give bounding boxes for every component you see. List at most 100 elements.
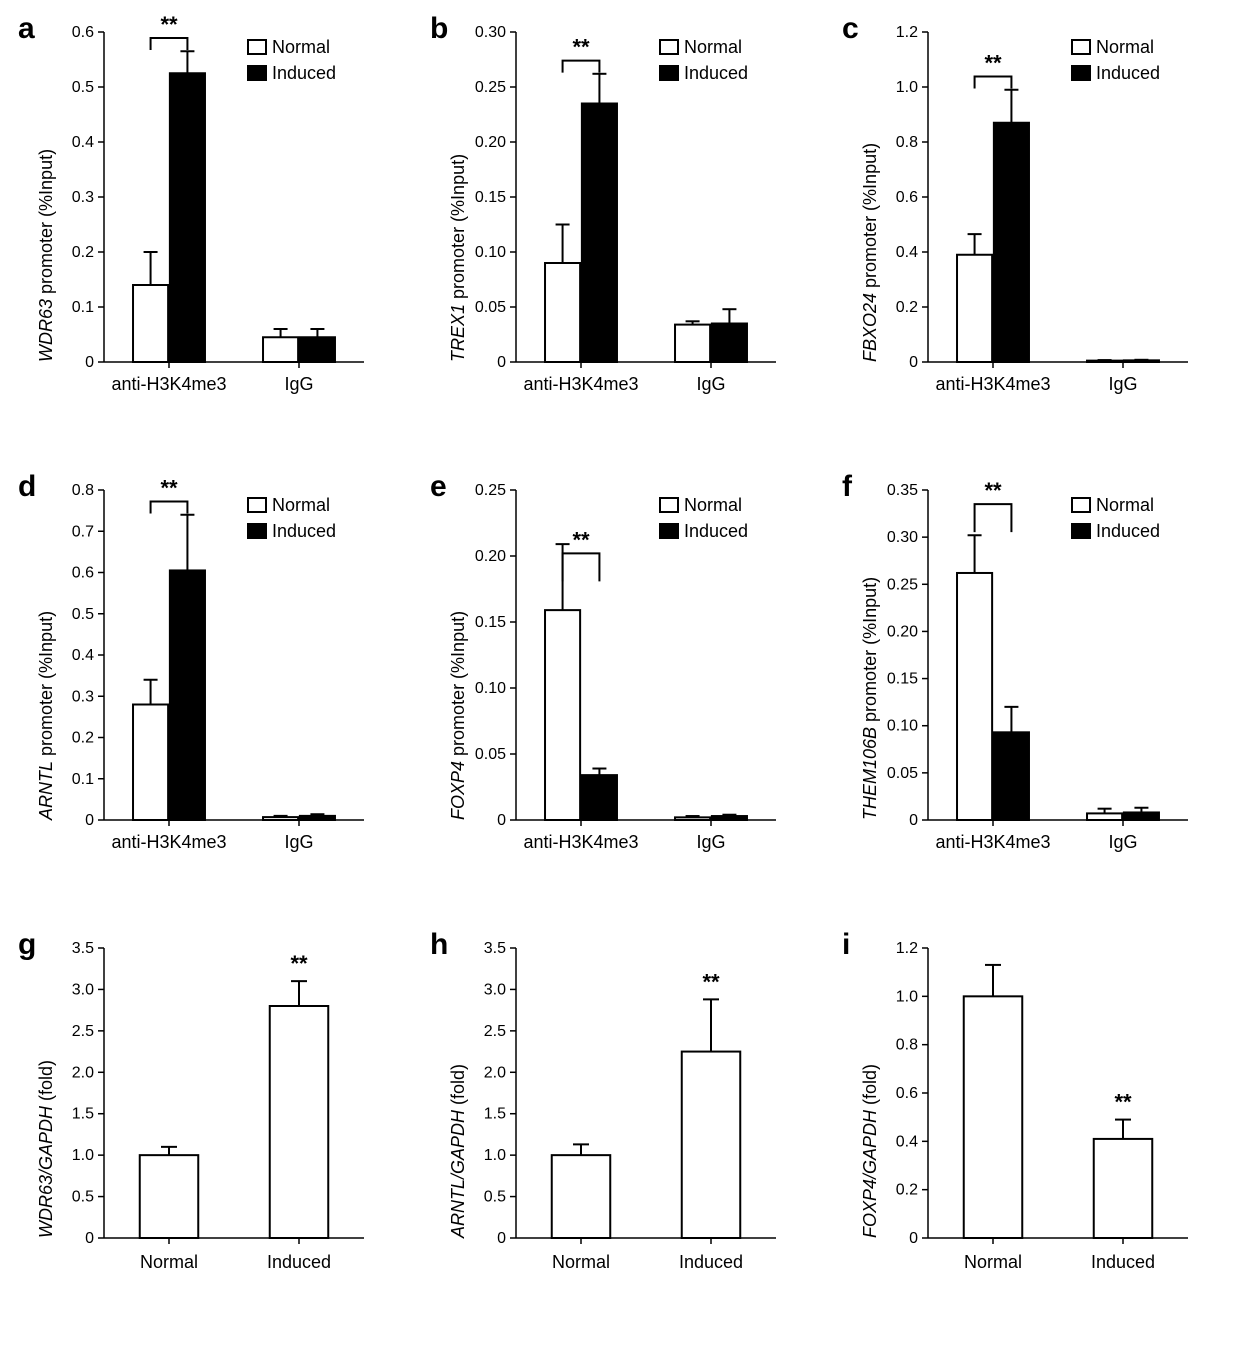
significance-stars: **	[702, 969, 720, 994]
y-tick-label: 1.2	[896, 24, 918, 41]
bar	[957, 255, 992, 362]
significance-stars: **	[572, 35, 590, 60]
chart-svg: 00.51.01.52.02.53.03.5NormalInduced**	[466, 948, 846, 1318]
figure-root: aWDR63 promoter (%Input)00.10.20.30.40.5…	[0, 0, 1240, 1349]
x-category-label: anti-H3K4me3	[935, 374, 1050, 394]
panel-letter: e	[430, 470, 447, 504]
legend-label: Normal	[1096, 495, 1154, 515]
legend-label: Induced	[684, 521, 748, 541]
y-tick-label: 0.05	[475, 299, 506, 316]
y-tick-label: 0.30	[887, 529, 918, 546]
panel-letter: b	[430, 12, 448, 46]
bar	[994, 732, 1029, 820]
chart-svg: 00.050.100.150.200.25anti-H3K4me3IgG**No…	[466, 490, 866, 890]
legend-label: Induced	[684, 63, 748, 83]
y-tick-label: 0	[85, 812, 94, 829]
x-category-label: anti-H3K4me3	[111, 374, 226, 394]
x-category-label: IgG	[1108, 374, 1137, 394]
x-category-label: IgG	[1108, 832, 1137, 852]
x-category-label: Normal	[552, 1252, 610, 1272]
y-tick-label: 0	[497, 1230, 506, 1247]
y-tick-label: 0.20	[475, 134, 506, 151]
y-tick-label: 0.6	[72, 24, 94, 41]
y-tick-label: 0.30	[475, 24, 506, 41]
y-tick-label: 0.4	[72, 647, 94, 664]
y-tick-label: 0.3	[72, 688, 94, 705]
y-tick-label: 0.8	[72, 482, 94, 499]
legend-swatch	[1072, 524, 1090, 538]
y-tick-label: 0.8	[896, 134, 918, 151]
y-tick-label: 3.0	[72, 981, 94, 998]
legend-swatch	[660, 40, 678, 54]
bar	[582, 775, 617, 820]
y-tick-label: 0.5	[72, 606, 94, 623]
legend-swatch	[1072, 66, 1090, 80]
legend-swatch	[660, 66, 678, 80]
legend-swatch	[248, 40, 266, 54]
bar	[545, 610, 580, 820]
y-tick-label: 0.10	[475, 244, 506, 261]
legend-label: Normal	[684, 37, 742, 57]
significance-stars: **	[572, 527, 590, 552]
bar	[675, 817, 710, 820]
y-tick-label: 0.1	[72, 771, 94, 788]
x-category-label: Induced	[679, 1252, 743, 1272]
bar	[263, 337, 298, 362]
y-tick-label: 2.0	[484, 1064, 506, 1081]
y-tick-label: 0.15	[475, 614, 506, 631]
panel-a: aWDR63 promoter (%Input)00.10.20.30.40.5…	[18, 12, 414, 432]
x-category-label: IgG	[696, 832, 725, 852]
y-tick-label: 0.6	[896, 1085, 918, 1102]
bar	[675, 325, 710, 362]
y-tick-label: 0.2	[896, 299, 918, 316]
y-tick-label: 2.0	[72, 1064, 94, 1081]
y-tick-label: 1.2	[896, 940, 918, 957]
bar	[545, 263, 580, 362]
bar	[712, 324, 747, 363]
legend-label: Induced	[272, 521, 336, 541]
y-tick-label: 1.0	[72, 1147, 94, 1164]
y-tick-label: 2.5	[72, 1023, 94, 1040]
y-tick-label: 0.8	[896, 1037, 918, 1054]
y-tick-label: 0	[497, 812, 506, 829]
legend-label: Normal	[1096, 37, 1154, 57]
x-category-label: IgG	[284, 832, 313, 852]
y-tick-label: 3.5	[484, 940, 506, 957]
y-tick-label: 0.5	[484, 1189, 506, 1206]
bar	[170, 570, 205, 820]
legend-label: Induced	[272, 63, 336, 83]
x-category-label: Induced	[267, 1252, 331, 1272]
panel-letter: a	[18, 12, 35, 46]
bar	[270, 1006, 329, 1238]
y-tick-label: 0.15	[887, 671, 918, 688]
bar	[1124, 812, 1159, 820]
y-tick-label: 1.0	[896, 988, 918, 1005]
panel-b: bTREX1 promoter (%Input)00.050.100.150.2…	[430, 12, 826, 432]
panel-c: cFBXO24 promoter (%Input)00.20.40.60.81.…	[842, 12, 1238, 432]
legend-swatch	[660, 498, 678, 512]
y-tick-label: 0	[497, 354, 506, 371]
y-tick-label: 0.2	[72, 730, 94, 747]
chart-svg: 00.20.40.60.81.01.2NormalInduced**	[878, 948, 1240, 1318]
bar	[964, 996, 1023, 1238]
y-tick-label: 1.0	[896, 79, 918, 96]
bar	[300, 337, 335, 362]
y-tick-label: 0.7	[72, 523, 94, 540]
y-tick-label: 1.0	[484, 1147, 506, 1164]
y-tick-label: 0.4	[896, 1133, 918, 1150]
x-category-label: anti-H3K4me3	[111, 832, 226, 852]
panel-letter: g	[18, 928, 36, 962]
x-category-label: Induced	[1091, 1252, 1155, 1272]
panel-letter: f	[842, 470, 852, 504]
legend-swatch	[1072, 40, 1090, 54]
chart-svg: 00.51.01.52.02.53.03.5NormalInduced**	[54, 948, 434, 1318]
y-tick-label: 0	[909, 1230, 918, 1247]
significance-stars: **	[160, 476, 178, 501]
y-tick-label: 0.5	[72, 79, 94, 96]
y-tick-label: 3.5	[72, 940, 94, 957]
panel-g: gWDR63/GAPDH (fold)00.51.01.52.02.53.03.…	[18, 928, 414, 1308]
y-tick-label: 0.15	[475, 189, 506, 206]
panel-letter: i	[842, 928, 850, 962]
chart-svg: 00.050.100.150.200.250.300.35anti-H3K4me…	[878, 490, 1240, 890]
y-tick-label: 0	[85, 1230, 94, 1247]
